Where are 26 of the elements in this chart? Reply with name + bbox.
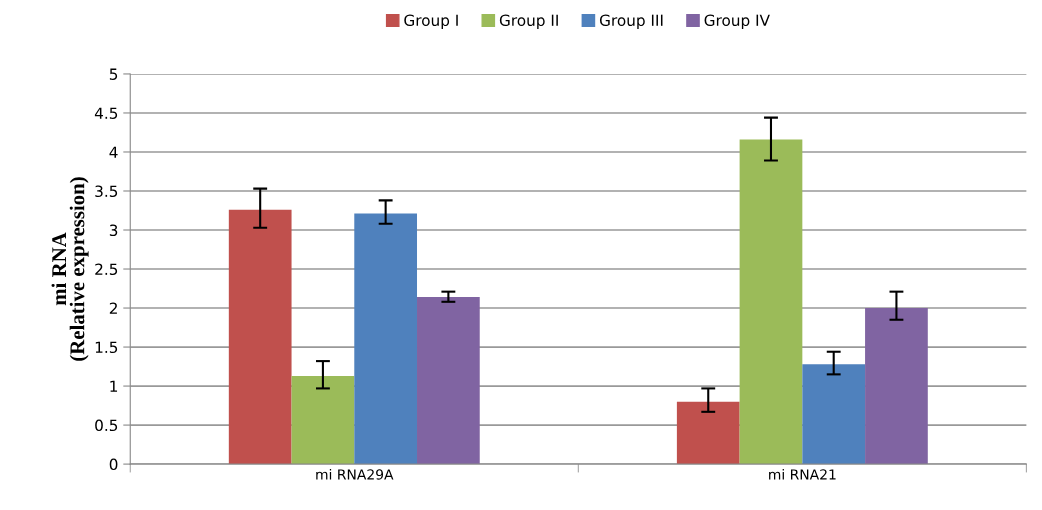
- bar: [228, 209, 292, 465]
- y-tick-label: 3: [109, 224, 118, 237]
- y-tick-label: 2: [109, 302, 117, 314]
- bar: [291, 375, 355, 465]
- y-tick-label: 1: [110, 380, 118, 392]
- y-tick-label: 5: [109, 68, 118, 80]
- y-tick-label: 0.5: [95, 419, 118, 432]
- legend-label: Group II: [499, 14, 558, 29]
- legend-label: Group IV: [704, 14, 770, 29]
- bar: [865, 308, 928, 465]
- y-tick-label: 4: [109, 146, 118, 158]
- bar: [802, 364, 866, 465]
- y-tick-label: 2.5: [95, 263, 118, 276]
- y-tick-label: 1.5: [95, 341, 118, 354]
- bar: [676, 401, 740, 465]
- y-tick-label: 0: [109, 458, 118, 471]
- bar: [354, 213, 418, 465]
- legend-label: Group III: [599, 14, 663, 29]
- y-tick-label: 4.5: [94, 107, 118, 119]
- y-tick-label: 3.5: [95, 185, 118, 198]
- y-axis-title: mi RNA (Relative expression): [51, 177, 89, 361]
- legend-label: Group I: [404, 14, 458, 29]
- bar: [739, 139, 803, 465]
- bar: [417, 297, 480, 465]
- x-tick-label: mi RNA29A: [316, 468, 394, 480]
- x-tick-label: mi RNA21: [769, 468, 836, 480]
